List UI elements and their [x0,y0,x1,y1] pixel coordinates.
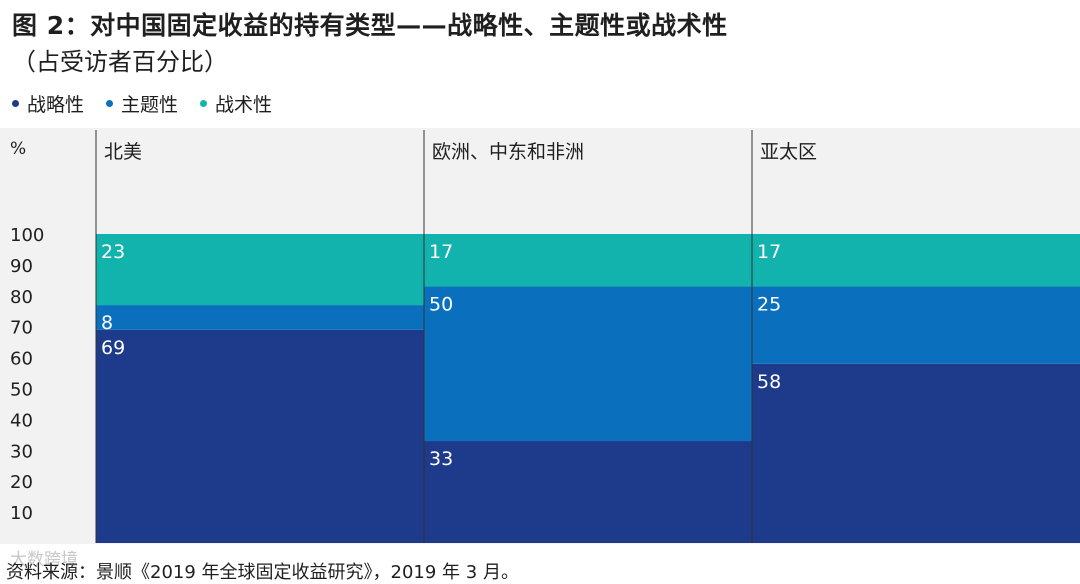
y-tick-label: 100 [10,225,44,246]
data-label: 17 [757,241,781,263]
data-label: 25 [757,294,781,316]
bar-segment-strategic [96,329,424,543]
legend-item-tactical: 战术性 [200,90,272,117]
source-note: 资料来源：景顺《2019 年全球固定收益研究》，2019 年 3 月。 [6,562,519,583]
category-label: 欧洲、中东和非洲 [432,141,584,163]
y-axis-unit-label: % [10,139,26,159]
y-tick-label: 50 [10,380,33,401]
y-tick-label: 10 [10,503,33,524]
y-tick-label: 20 [10,472,33,493]
watermark-text: 大数跨境 [10,550,78,570]
data-label: 50 [429,294,453,316]
bar-segment-thematic [96,305,424,330]
bar-segment-thematic [424,286,752,442]
chart-title: 图 2：对中国固定收益的持有类型——战略性、主题性或战术性 [12,11,728,40]
y-tick-label: 30 [10,441,33,462]
legend-dot-strategic [12,100,19,107]
y-tick-label: 80 [10,287,33,308]
bar-segment-strategic [752,363,1080,543]
y-tick-label: 90 [10,256,33,277]
legend-dot-tactical [200,100,208,107]
legend-label-strategic: 战略性 [27,94,85,116]
legend-label-tactical: 战术性 [215,94,273,116]
data-label: 8 [101,312,113,334]
bar-segment-thematic [752,286,1080,364]
bar-segment-tactical [424,234,752,287]
data-label: 69 [101,337,125,359]
chart-subtitle: （占受访者百分比） [12,48,228,76]
data-label: 58 [757,371,781,393]
bar-segment-tactical [96,234,424,306]
legend-dot-thematic [106,100,114,107]
bar-segment-tactical [752,234,1080,287]
y-tick-label: 70 [10,318,33,339]
y-tick-label: 60 [10,349,33,370]
data-label: 17 [429,241,453,263]
bar-segment-strategic [424,441,752,543]
y-tick-label: 40 [10,410,33,431]
chart-legend: 战略性 主题性 战术性 [12,90,272,117]
legend-item-thematic: 主题性 [106,90,178,117]
data-label: 33 [429,448,453,470]
data-label: 23 [101,241,125,263]
category-label: 亚太区 [760,141,817,163]
legend-item-strategic: 战略性 [12,90,84,117]
category-label: 北美 [104,141,142,163]
legend-label-thematic: 主题性 [121,94,179,116]
